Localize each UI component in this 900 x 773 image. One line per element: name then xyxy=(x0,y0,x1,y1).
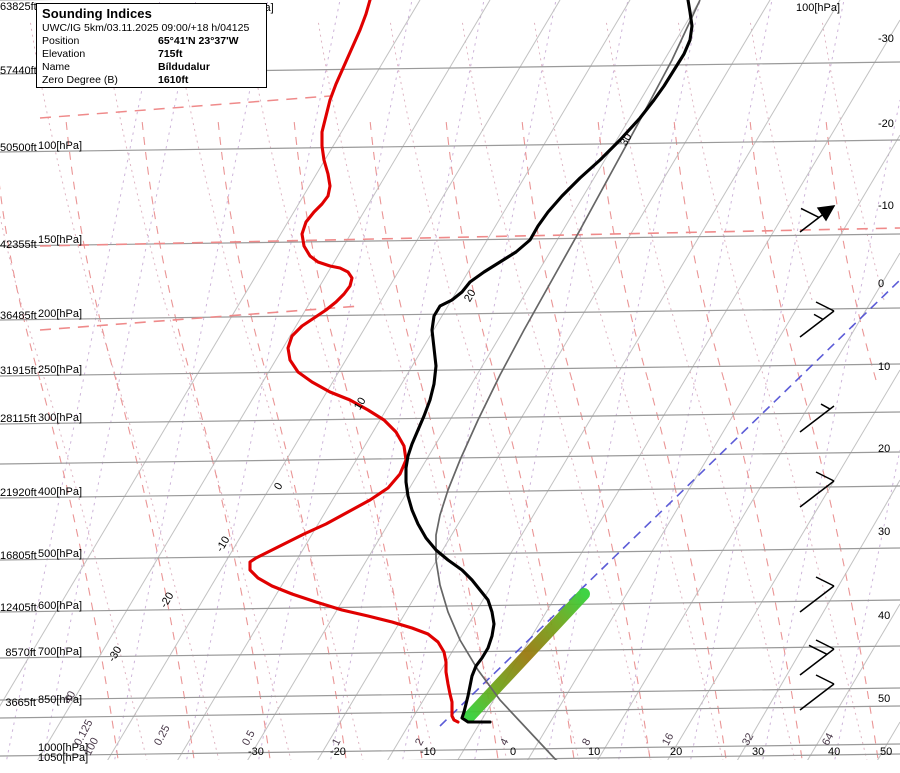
altitude-label: 31915ft xyxy=(0,365,37,377)
altitude-label: 50500ft xyxy=(0,142,37,154)
table-row: Position 65°41'N 23°37'W xyxy=(37,35,266,48)
right-axis-temp-label: -30 xyxy=(878,33,894,45)
wind-barb xyxy=(799,674,835,711)
bottom-axis-temp-label: 50 xyxy=(880,746,893,758)
wind-barb xyxy=(799,301,835,338)
row-value: 715ft xyxy=(158,48,183,60)
altitude-label: 57440ft xyxy=(0,65,37,77)
dry-adiabat-lines xyxy=(0,19,885,760)
bottom-axis-temp-label: -30 xyxy=(248,746,264,758)
right-axis-temp-label: 30 xyxy=(878,526,891,538)
pressure-level-label: 150[hPa] xyxy=(38,234,83,246)
table-row: Zero Degree (B) 1610ft xyxy=(37,74,266,87)
pressure-level-label: 500[hPa] xyxy=(38,548,83,560)
mixing-ratio-lines xyxy=(6,0,900,760)
wind-barb-column xyxy=(799,205,836,711)
altitude-label: 16805ft xyxy=(0,550,37,562)
pressure-level-label: 600[hPa] xyxy=(38,600,83,612)
row-value: 1610ft xyxy=(158,74,189,86)
pressure-level-label: 1050[hPa] xyxy=(38,752,89,764)
temperature-curve xyxy=(404,0,694,724)
altitude-label: 3665ft xyxy=(5,697,36,709)
altitude-label: 21920ft xyxy=(0,487,37,499)
upper-moist-adiabat-a xyxy=(39,227,900,247)
table-row: Name Bíldudalur xyxy=(37,61,266,74)
right-axis-temp-label: 40 xyxy=(878,610,891,622)
wind-barb xyxy=(799,576,835,613)
bottom-axis-temp-label: 10 xyxy=(588,746,601,758)
pressure-level-label: 1000[hPa] xyxy=(38,742,89,754)
wind-shear-band xyxy=(464,588,590,722)
altitude-label: 42355ft xyxy=(0,239,37,251)
row-value: 65°41'N 23°37'W xyxy=(158,35,239,47)
table-row: Elevation 715ft xyxy=(37,48,266,61)
moist-adiabat-lines xyxy=(0,119,879,760)
right-axis-temp-label: -10 xyxy=(878,200,894,212)
right-axis-temp-label: 10 xyxy=(878,361,891,373)
upper-moist-adiabat-b xyxy=(39,305,361,331)
right-axis-temp-label: 0 xyxy=(878,278,885,290)
right-axis-temp-label: -20 xyxy=(878,118,894,130)
altitude-label: 36485ft xyxy=(0,310,37,322)
wind-barb xyxy=(799,403,835,433)
sounding-indices-panel: Sounding Indices UWC/IG 5km/03.11.2025 0… xyxy=(36,3,267,88)
row-value: Bíldudalur xyxy=(158,61,210,73)
row-key: Elevation xyxy=(42,48,86,60)
bottom-axis-temp-label: -10 xyxy=(420,746,436,758)
altitude-label: 8570ft xyxy=(5,647,36,659)
parcel-path-curve xyxy=(435,0,701,760)
altitude-label: 63825ft xyxy=(0,1,37,13)
bottom-axis-temp-label: 40 xyxy=(828,746,841,758)
pressure-level-label: 700[hPa] xyxy=(38,646,83,658)
upper-moist-adiabat-c xyxy=(39,95,331,119)
dewpoint-curve xyxy=(248,0,460,724)
panel-title: Sounding Indices xyxy=(42,6,152,21)
freezing-level-line xyxy=(439,279,900,727)
pressure-level-label: 850[hPa] xyxy=(38,694,83,706)
right-axis-temp-label: 20 xyxy=(878,443,891,455)
wind-barb xyxy=(799,471,835,508)
bottom-axis-temp-label: -20 xyxy=(330,746,346,758)
wind-barb xyxy=(799,205,836,233)
pressure-level-label: 100[hPa] xyxy=(38,140,83,152)
row-key: Position xyxy=(42,35,80,47)
bottom-axis-temp-label: 20 xyxy=(670,746,683,758)
pressure-level-label: 400[hPa] xyxy=(38,486,83,498)
pressure-level-label: 300[hPa] xyxy=(38,412,83,424)
row-key: Name xyxy=(42,61,71,73)
bottom-axis-temp-label: 30 xyxy=(752,746,765,758)
row-key: Zero Degree (B) xyxy=(42,74,118,86)
indices-table: Position 65°41'N 23°37'W Elevation 715ft… xyxy=(37,35,266,87)
top-right-pressure-label: 100[hPa] xyxy=(796,2,841,14)
right-axis-temp-label: 50 xyxy=(878,693,891,705)
panel-subtitle: UWC/IG 5km/03.11.2025 09:00/+18 h/04125 xyxy=(42,22,250,34)
altitude-label: 12405ft xyxy=(0,602,37,614)
bottom-axis-temp-label: 0 xyxy=(510,746,517,758)
pressure-level-label: 250[hPa] xyxy=(38,364,83,376)
wind-barb xyxy=(799,639,835,676)
pressure-level-label: 200[hPa] xyxy=(38,308,83,320)
altitude-label: 28115ft xyxy=(0,413,36,425)
